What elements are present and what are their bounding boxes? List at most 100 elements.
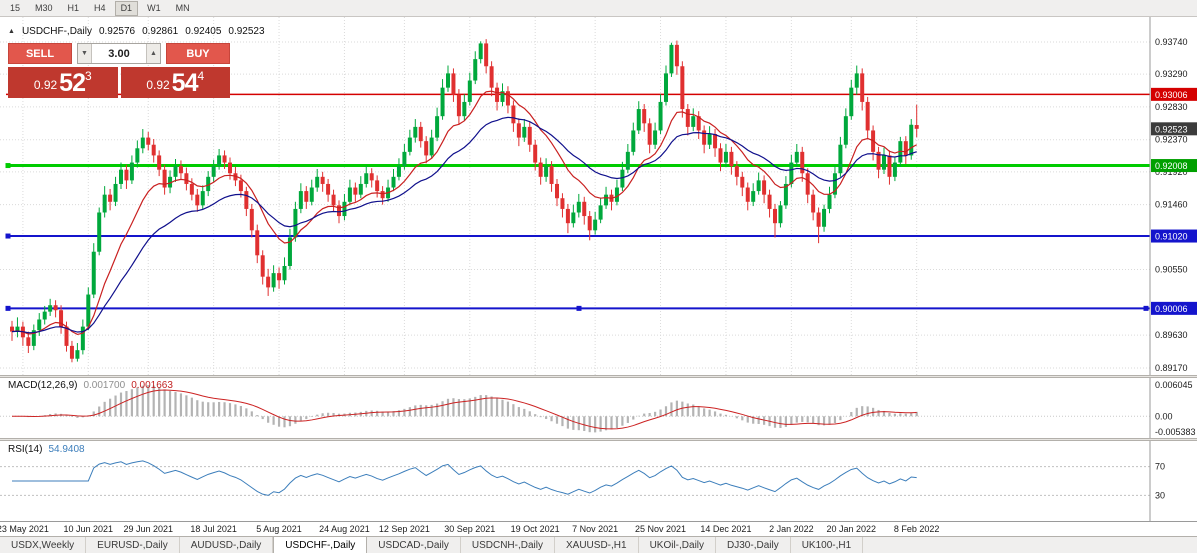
date-label: 23 May 2021 bbox=[0, 524, 49, 534]
rsi-label: RSI(14) 54.9408 bbox=[8, 444, 85, 455]
date-label: 18 Jul 2021 bbox=[190, 524, 237, 534]
svg-text:0.92830: 0.92830 bbox=[1155, 102, 1188, 112]
ma-line-26 bbox=[11, 116, 917, 334]
panel-splitter-macd[interactable] bbox=[0, 375, 1197, 378]
chart-tab-usdcnh-daily[interactable]: USDCNH-,Daily bbox=[461, 537, 555, 553]
svg-text:30: 30 bbox=[1155, 490, 1165, 500]
svg-text:0.00: 0.00 bbox=[1155, 411, 1173, 421]
ask-price[interactable]: 0.92 54 4 bbox=[120, 67, 230, 98]
chart-tab-xauusd-h1[interactable]: XAUUSD-,H1 bbox=[555, 537, 639, 553]
timeframe-button-m30[interactable]: M30 bbox=[35, 2, 53, 13]
open-value: 0.92576 bbox=[98, 26, 136, 37]
date-label: 30 Sep 2021 bbox=[444, 524, 496, 534]
low-value: 0.92405 bbox=[185, 26, 222, 37]
date-label: 24 Aug 2021 bbox=[319, 524, 370, 534]
price-axis-labels: 0.937400.932900.928300.923700.919200.914… bbox=[1155, 37, 1188, 373]
sell-button[interactable]: SELL bbox=[8, 43, 72, 64]
high-value: 0.92861 bbox=[142, 26, 179, 37]
chart-tab-usdx-weekly[interactable]: USDX,Weekly bbox=[0, 537, 87, 553]
collapse-one-click-icon[interactable]: ▲ bbox=[8, 28, 15, 35]
svg-text:0.90006: 0.90006 bbox=[1155, 304, 1188, 314]
bid-price-point: 3 bbox=[84, 69, 92, 83]
rsi-name: RSI(14) bbox=[8, 444, 43, 455]
price-axis-badges: 0.93006 0.92523 0.92008 0.91020 0.90006 bbox=[1151, 87, 1197, 315]
macd-panel[interactable]: 0.006045 0.00 -0.005383 bbox=[0, 378, 1197, 438]
date-axis: 23 May 2021 10 Jun 2021 29 Jun 2021 18 Jul … bbox=[0, 521, 1197, 536]
date-label: 10 Jun 2021 bbox=[63, 524, 114, 534]
chart-tab-ukoil-daily[interactable]: UKOil-,Daily bbox=[639, 537, 717, 553]
chart-window[interactable]: 0.937400.932900.928300.923700.919200.914… bbox=[0, 17, 1197, 536]
svg-text:0.92008: 0.92008 bbox=[1155, 161, 1188, 171]
bid-price-pips: 52 bbox=[59, 69, 86, 97]
ask-price-point: 4 bbox=[197, 69, 205, 83]
price-chart[interactable]: 0.937400.932900.928300.923700.919200.914… bbox=[0, 17, 1197, 375]
date-label: 29 Jun 2021 bbox=[123, 524, 174, 534]
svg-text:0.89170: 0.89170 bbox=[1155, 363, 1188, 373]
buy-button[interactable]: BUY bbox=[166, 43, 230, 64]
macd-signal-value: 0.001663 bbox=[131, 380, 173, 391]
volume-stepper: ▼ 3.00 ▲ bbox=[77, 43, 161, 64]
one-click-trade-panel: SELL ▼ 3.00 ▲ BUY 0.92 52 3 bbox=[8, 43, 230, 98]
chart-tab-usdcad-daily[interactable]: USDCAD-,Daily bbox=[367, 537, 461, 553]
svg-text:0.92523: 0.92523 bbox=[1155, 124, 1188, 134]
chart-tab-usdchf-daily[interactable]: USDCHF-,Daily bbox=[273, 537, 368, 553]
svg-text:0.006045: 0.006045 bbox=[1155, 380, 1193, 390]
timeframe-button-h1[interactable]: H1 bbox=[67, 2, 80, 13]
date-label: 19 Oct 2021 bbox=[510, 524, 560, 534]
chart-tab-bar: USDX,Weekly EURUSD-,Daily AUDUSD-,Daily USD… bbox=[0, 536, 1197, 553]
date-label: 25 Nov 2021 bbox=[635, 524, 687, 534]
rsi-panel[interactable]: 70 30 bbox=[0, 441, 1197, 521]
date-label: 7 Nov 2021 bbox=[572, 524, 619, 534]
timeframe-button-w1[interactable]: W1 bbox=[147, 2, 161, 13]
volume-value[interactable]: 3.00 bbox=[108, 47, 130, 60]
svg-text:-0.005383: -0.005383 bbox=[1155, 427, 1196, 437]
chart-tab-audusd-daily[interactable]: AUDUSD-,Daily bbox=[180, 537, 274, 553]
svg-text:0.93006: 0.93006 bbox=[1155, 90, 1188, 100]
panel-splitter-rsi[interactable] bbox=[0, 438, 1197, 441]
timeframe-button-15[interactable]: 15 bbox=[10, 2, 21, 13]
chart-tab-eurusd-daily[interactable]: EURUSD-,Daily bbox=[86, 537, 180, 553]
ask-price-major: 0.92 bbox=[146, 78, 170, 92]
rsi-line bbox=[12, 460, 917, 496]
macd-name: MACD(12,26,9) bbox=[8, 380, 78, 391]
svg-text:0.91460: 0.91460 bbox=[1155, 200, 1188, 210]
svg-text:70: 70 bbox=[1155, 462, 1165, 472]
macd-histogram bbox=[16, 385, 918, 433]
svg-text:0.92370: 0.92370 bbox=[1155, 135, 1188, 145]
chevron-down-icon: ▼ bbox=[81, 50, 88, 57]
symbol-title: USDCHF-,Daily bbox=[21, 26, 92, 37]
svg-text:0.90550: 0.90550 bbox=[1155, 265, 1188, 275]
ask-price-pips: 54 bbox=[171, 69, 199, 97]
timeframe-button-mn[interactable]: MN bbox=[175, 2, 190, 13]
chart-tab-dj30-daily[interactable]: DJ30-,Daily bbox=[716, 537, 791, 553]
macd-label: MACD(12,26,9) 0.001700 0.001663 bbox=[8, 380, 173, 391]
date-label: 12 Sep 2021 bbox=[378, 524, 430, 534]
close-value: 0.92523 bbox=[228, 26, 265, 37]
timeframe-button-d1[interactable]: D1 bbox=[114, 0, 139, 16]
date-label: 2 Jan 2022 bbox=[769, 524, 814, 534]
candles bbox=[10, 39, 919, 363]
date-label: 20 Jan 2022 bbox=[826, 524, 877, 534]
date-label: 5 Aug 2021 bbox=[256, 524, 302, 534]
svg-text:0.91020: 0.91020 bbox=[1155, 232, 1188, 242]
volume-increase-button[interactable]: ▲ bbox=[146, 44, 160, 63]
date-label: 14 Dec 2021 bbox=[700, 524, 752, 534]
svg-text:0.93290: 0.93290 bbox=[1155, 69, 1188, 79]
chevron-up-icon: ▲ bbox=[150, 50, 157, 57]
svg-text:0.93740: 0.93740 bbox=[1155, 37, 1188, 47]
timeframe-toolbar: 15 M30 H1 H4 D1 W1 MN bbox=[0, 0, 1197, 17]
macd-signal-line bbox=[11, 389, 917, 430]
bid-price[interactable]: 0.92 52 3 bbox=[8, 67, 118, 98]
ohlc-header: ▲ USDCHF-,Daily 0.92576 0.92861 0.92405 … bbox=[8, 26, 265, 37]
rsi-value: 54.9408 bbox=[48, 444, 85, 455]
svg-text:0.89630: 0.89630 bbox=[1155, 330, 1188, 340]
volume-decrease-button[interactable]: ▼ bbox=[78, 44, 92, 63]
macd-main-value: 0.001700 bbox=[83, 380, 126, 391]
date-label: 8 Feb 2022 bbox=[893, 524, 940, 534]
bid-price-major: 0.92 bbox=[33, 78, 58, 92]
timeframe-button-h4[interactable]: H4 bbox=[94, 2, 106, 13]
horizontal-level-lines[interactable] bbox=[5, 93, 1151, 311]
ma-line-12 bbox=[11, 90, 917, 336]
chart-tab-uk100-h1[interactable]: UK100-,H1 bbox=[791, 537, 864, 553]
